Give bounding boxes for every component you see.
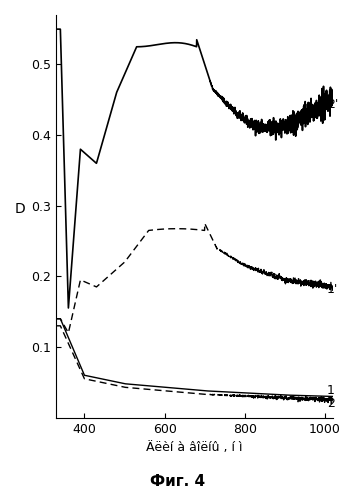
Text: 1': 1'	[327, 283, 339, 296]
X-axis label: Äëèí à âîëíû , í ì: Äëèí à âîëíû , í ì	[146, 441, 243, 454]
Text: 2': 2'	[327, 98, 339, 111]
Text: 2: 2	[327, 397, 335, 410]
Text: 1: 1	[327, 384, 335, 397]
Y-axis label: D: D	[15, 202, 26, 217]
Text: Фиг. 4: Фиг. 4	[151, 474, 205, 489]
